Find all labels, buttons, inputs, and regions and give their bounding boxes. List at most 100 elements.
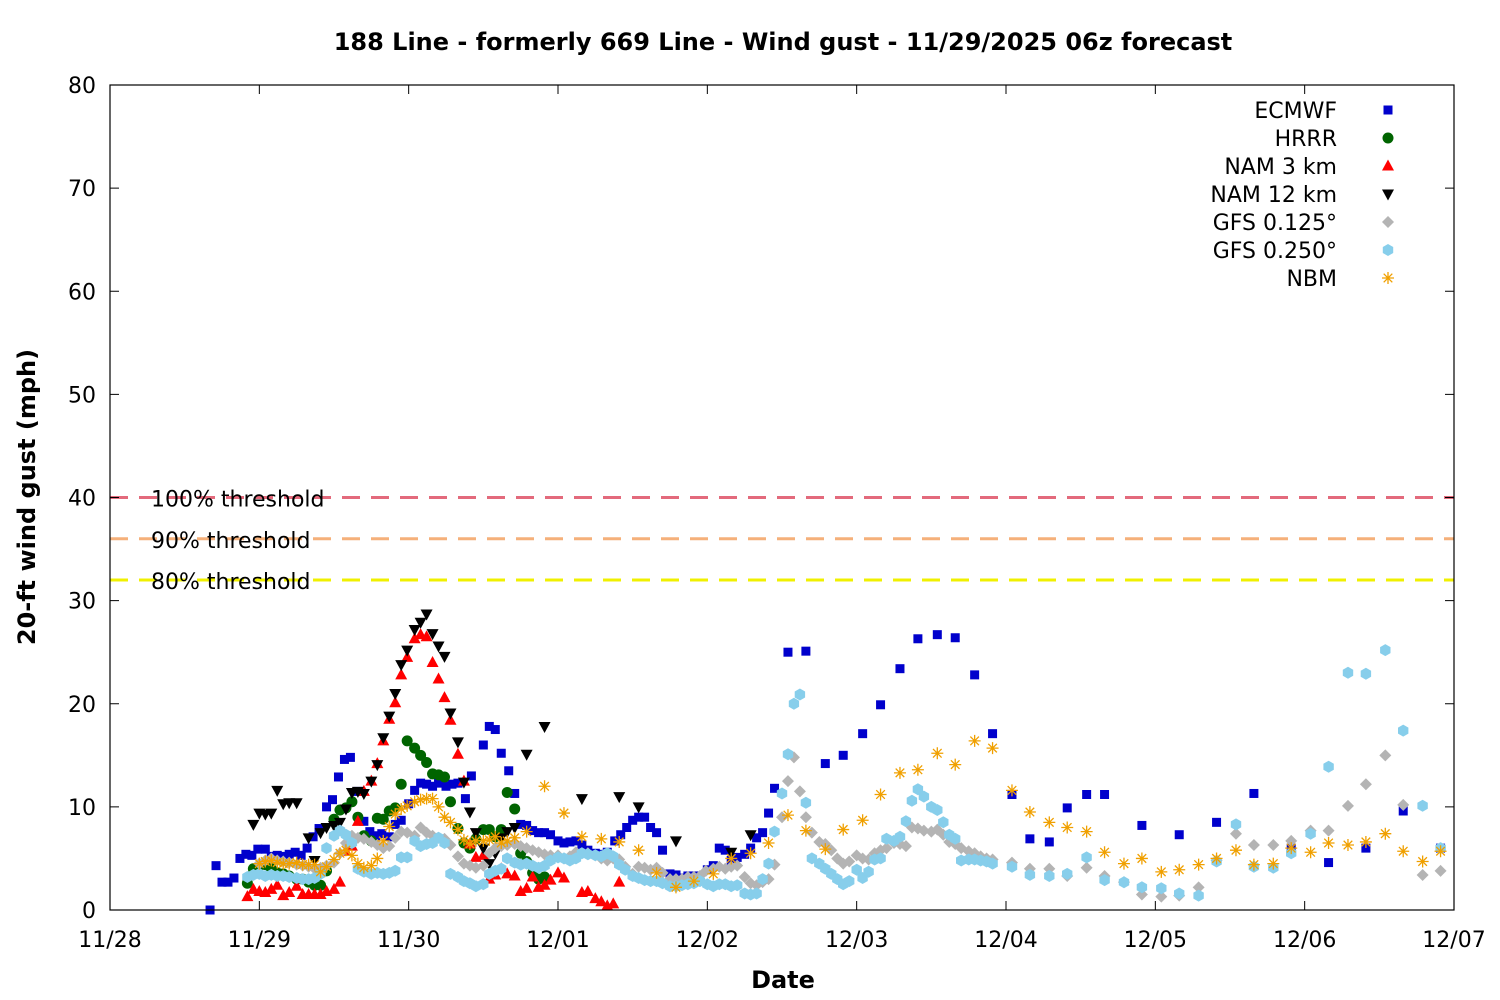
data-point xyxy=(534,828,544,838)
data-point xyxy=(451,823,464,836)
data-point xyxy=(1061,821,1074,834)
data-point xyxy=(265,808,278,820)
data-point xyxy=(451,747,464,759)
data-point xyxy=(620,863,631,876)
data-point xyxy=(577,840,587,850)
data-point xyxy=(669,836,682,848)
data-point xyxy=(1360,667,1372,680)
legend-label: HRRR xyxy=(1275,127,1337,152)
data-point xyxy=(571,836,581,846)
data-point xyxy=(453,778,463,788)
data-point xyxy=(271,785,284,797)
data-point xyxy=(438,691,451,703)
data-point xyxy=(333,772,343,782)
data-point xyxy=(457,777,470,789)
data-point xyxy=(495,824,507,836)
data-point xyxy=(988,729,998,739)
data-point xyxy=(438,811,451,824)
data-point xyxy=(1044,870,1055,882)
data-point xyxy=(844,875,855,888)
y-tick-label: 40 xyxy=(68,487,96,512)
data-point xyxy=(1229,844,1242,857)
data-point xyxy=(875,852,886,865)
data-point xyxy=(277,889,290,901)
data-point xyxy=(595,832,608,845)
data-point xyxy=(365,859,378,872)
data-point xyxy=(1247,858,1260,871)
y-axis-title: 20-ft wind gust (mph) xyxy=(13,349,41,645)
data-point xyxy=(776,787,788,800)
data-point xyxy=(950,633,960,643)
data-point xyxy=(408,632,421,644)
data-point xyxy=(428,781,438,791)
data-point xyxy=(1023,806,1036,819)
series-nbm xyxy=(253,734,1447,894)
data-point xyxy=(1417,799,1428,812)
y-tick-label: 70 xyxy=(68,177,96,202)
data-point xyxy=(483,824,495,836)
data-point xyxy=(357,861,370,874)
data-point xyxy=(271,856,284,869)
data-point xyxy=(1135,852,1148,865)
data-point xyxy=(557,807,570,820)
legend-marker xyxy=(1382,244,1394,256)
data-point xyxy=(389,688,402,700)
data-point xyxy=(432,641,445,653)
data-point xyxy=(652,828,662,838)
data-point xyxy=(508,831,521,844)
data-point xyxy=(1379,749,1392,762)
data-point xyxy=(444,708,457,720)
legend-marker xyxy=(1382,159,1394,171)
data-point xyxy=(460,794,470,804)
data-point xyxy=(315,879,327,891)
data-point xyxy=(501,827,514,839)
data-point xyxy=(1304,846,1317,859)
data-point xyxy=(1342,666,1354,679)
data-point xyxy=(744,830,757,842)
data-point xyxy=(805,826,818,839)
data-point xyxy=(340,828,352,841)
data-point xyxy=(396,815,406,825)
data-point xyxy=(1434,864,1447,877)
data-point xyxy=(628,815,638,825)
data-point xyxy=(800,796,812,809)
data-point xyxy=(483,859,496,871)
data-point xyxy=(501,786,513,798)
data-point xyxy=(211,861,221,871)
legend-marker xyxy=(1382,216,1394,228)
data-point xyxy=(538,878,551,890)
data-point xyxy=(510,788,520,798)
data-point xyxy=(1416,855,1429,868)
data-point xyxy=(608,850,619,863)
data-point xyxy=(1249,788,1259,798)
threshold-label: 90% threshold xyxy=(151,529,311,554)
x-tick-label: 12/06 xyxy=(1273,928,1336,953)
data-point xyxy=(843,855,856,868)
data-point xyxy=(260,844,270,854)
data-point xyxy=(395,802,408,815)
data-point xyxy=(986,742,999,755)
data-point xyxy=(426,629,439,641)
data-point xyxy=(414,617,427,629)
data-point xyxy=(290,856,303,869)
data-point xyxy=(339,804,352,816)
data-point xyxy=(308,858,321,871)
data-point xyxy=(395,778,407,790)
data-point xyxy=(1005,784,1018,797)
data-point xyxy=(383,820,396,833)
data-point xyxy=(308,832,318,842)
data-point xyxy=(508,869,521,881)
data-point xyxy=(1080,825,1093,838)
legend: ECMWF HRRR NAM 3 km NAM 12 km GFS 0.125° GFS … xyxy=(1210,99,1394,292)
data-point xyxy=(895,664,905,674)
data-point xyxy=(1174,830,1184,840)
data-point xyxy=(477,834,490,847)
data-point xyxy=(799,811,812,824)
data-point xyxy=(528,826,538,836)
data-point xyxy=(1155,865,1168,878)
data-point xyxy=(912,783,924,796)
data-point xyxy=(1305,827,1316,840)
data-point xyxy=(345,849,358,862)
data-point xyxy=(389,831,402,844)
x-tick-label: 11/29 xyxy=(228,928,291,953)
